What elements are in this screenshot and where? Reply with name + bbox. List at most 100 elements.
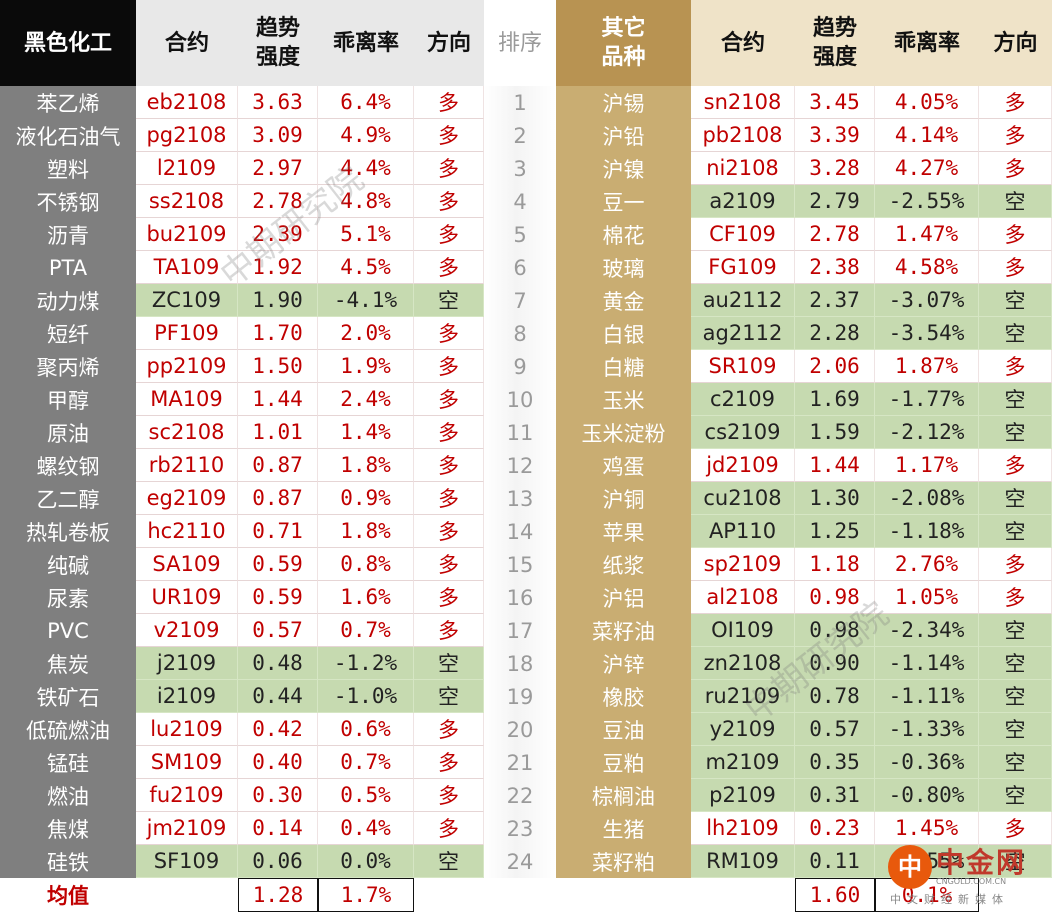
right-contract: sp2109 <box>691 548 795 581</box>
right-product-name: 纸浆 <box>556 548 691 581</box>
left-product-name: 焦煤 <box>0 812 136 845</box>
right-product-name: 黄金 <box>556 284 691 317</box>
table-row: 原油 sc2108 1.01 1.4% 多 11 玉米淀粉 cs2109 1.59 -2.12% 空 <box>0 416 1052 449</box>
left-product-name: 燃油 <box>0 779 136 812</box>
rank-number: 22 <box>484 779 556 812</box>
left-contract: TA109 <box>136 251 238 284</box>
right-deviation: 4.14% <box>875 119 979 152</box>
table-row: 锰硅 SM109 0.40 0.7% 多 21 豆粕 m2109 0.35 -0.36% 空 <box>0 746 1052 779</box>
left-product-name: 硅铁 <box>0 845 136 878</box>
left-strength: 0.87 <box>238 482 318 515</box>
right-product-name: 沪镍 <box>556 152 691 185</box>
right-direction: 多 <box>979 581 1052 614</box>
right-direction: 多 <box>979 251 1052 284</box>
right-strength: 1.59 <box>795 416 875 449</box>
left-contract: ss2108 <box>136 185 238 218</box>
right-product-name: 沪锡 <box>556 86 691 119</box>
right-contract: a2109 <box>691 185 795 218</box>
right-deviation: -3.07% <box>875 284 979 317</box>
left-contract: i2109 <box>136 680 238 713</box>
rank-number: 17 <box>484 614 556 647</box>
left-direction: 多 <box>414 86 484 119</box>
left-strength: 1.92 <box>238 251 318 284</box>
average-empty-cell <box>691 878 795 912</box>
right-deviation: -0.36% <box>875 746 979 779</box>
left-direction: 多 <box>414 581 484 614</box>
right-product-name: 豆油 <box>556 713 691 746</box>
right-direction: 空 <box>979 317 1052 350</box>
right-contract: lh2109 <box>691 812 795 845</box>
right-strength: 0.98 <box>795 581 875 614</box>
left-deviation: 1.4% <box>318 416 414 449</box>
left-contract: l2109 <box>136 152 238 185</box>
right-group-header: 其它 品种 <box>556 0 691 86</box>
right-direction: 空 <box>979 779 1052 812</box>
left-direction: 多 <box>414 812 484 845</box>
left-strength: 0.40 <box>238 746 318 779</box>
left-direction: 多 <box>414 383 484 416</box>
right-strength: 0.23 <box>795 812 875 845</box>
right-strength: 2.37 <box>795 284 875 317</box>
left-strength: 0.59 <box>238 548 318 581</box>
right-contract: CF109 <box>691 218 795 251</box>
left-deviation: 0.4% <box>318 812 414 845</box>
left-deviation: 4.9% <box>318 119 414 152</box>
right-product-name: 棕榈油 <box>556 779 691 812</box>
right-product-name: 白糖 <box>556 350 691 383</box>
left-product-name: 短纤 <box>0 317 136 350</box>
left-deviation: 1.8% <box>318 449 414 482</box>
left-contract: rb2110 <box>136 449 238 482</box>
left-direction: 多 <box>414 713 484 746</box>
right-product-name: 白银 <box>556 317 691 350</box>
left-deviation: 1.8% <box>318 515 414 548</box>
left-deviation: 0.7% <box>318 614 414 647</box>
rank-number: 20 <box>484 713 556 746</box>
left-deviation: 0.5% <box>318 779 414 812</box>
right-deviation: -2.12% <box>875 416 979 449</box>
right-group-header-line2: 品种 <box>601 45 646 70</box>
left-direction: 多 <box>414 218 484 251</box>
table-row: 纯碱 SA109 0.59 0.8% 多 15 纸浆 sp2109 1.18 2.76% 多 <box>0 548 1052 581</box>
left-direction: 多 <box>414 251 484 284</box>
right-contract: OI109 <box>691 614 795 647</box>
left-deviation: 4.8% <box>318 185 414 218</box>
rank-number: 13 <box>484 482 556 515</box>
left-contract: UR109 <box>136 581 238 614</box>
left-product-name: 螺纹钢 <box>0 449 136 482</box>
right-deviation: -2.08% <box>875 482 979 515</box>
right-deviation: 1.87% <box>875 350 979 383</box>
right-deviation-header: 乖离率 <box>875 0 979 86</box>
right-product-name: 苹果 <box>556 515 691 548</box>
rank-number: 15 <box>484 548 556 581</box>
table-row: 硅铁 SF109 0.06 0.0% 空 24 菜籽粕 RM109 0.11 -1.55% 空 <box>0 845 1052 878</box>
left-group-header: 黑色化工 <box>0 0 136 86</box>
left-contract: MA109 <box>136 383 238 416</box>
table-row: 焦炭 j2109 0.48 -1.2% 空 18 沪锌 zn2108 0.90 -1.14% 空 <box>0 647 1052 680</box>
right-deviation: -1.55% <box>875 845 979 878</box>
right-strength: 2.79 <box>795 185 875 218</box>
left-direction: 空 <box>414 680 484 713</box>
right-strength: 2.28 <box>795 317 875 350</box>
left-contract: SF109 <box>136 845 238 878</box>
right-product-name: 沪铅 <box>556 119 691 152</box>
right-product-name: 沪铝 <box>556 581 691 614</box>
right-direction: 多 <box>979 119 1052 152</box>
left-direction: 多 <box>414 779 484 812</box>
right-deviation: 2.76% <box>875 548 979 581</box>
right-contract: SR109 <box>691 350 795 383</box>
right-direction: 空 <box>979 185 1052 218</box>
left-deviation: 4.4% <box>318 152 414 185</box>
average-empty-cell <box>484 878 556 912</box>
right-direction: 空 <box>979 614 1052 647</box>
left-product-name: 苯乙烯 <box>0 86 136 119</box>
left-strength-header: 趋势 强度 <box>238 0 318 86</box>
right-product-name: 沪锌 <box>556 647 691 680</box>
right-deviation: 1.17% <box>875 449 979 482</box>
left-contract-header: 合约 <box>136 0 238 86</box>
right-direction: 多 <box>979 152 1052 185</box>
left-direction: 多 <box>414 614 484 647</box>
rank-number: 7 <box>484 284 556 317</box>
right-product-name: 豆一 <box>556 185 691 218</box>
table-row: 动力煤 ZC109 1.90 -4.1% 空 7 黄金 au2112 2.37 -3.07% 空 <box>0 284 1052 317</box>
left-deviation: 2.0% <box>318 317 414 350</box>
